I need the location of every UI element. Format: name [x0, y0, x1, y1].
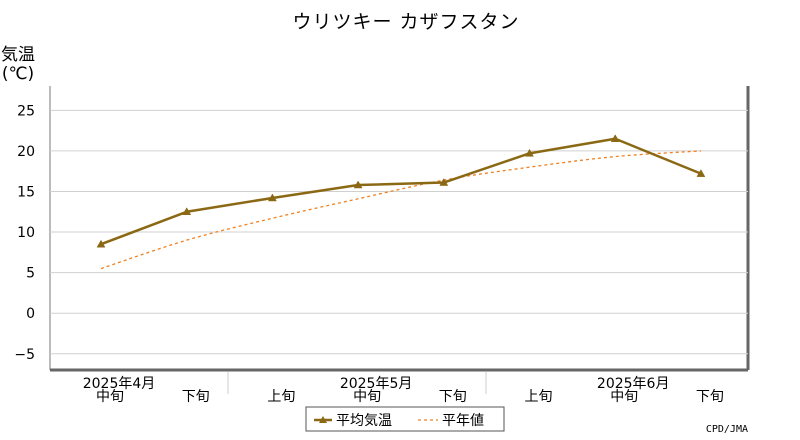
- data-point-average: [525, 148, 534, 157]
- plot-area: [49, 86, 750, 372]
- x-category-label: 下旬: [439, 389, 467, 405]
- data-point-average: [182, 207, 192, 216]
- data-point-average: [696, 169, 706, 177]
- x-category-label: 中旬: [96, 389, 124, 405]
- y-tick-label: 0: [26, 306, 35, 322]
- data-point-average: [267, 193, 277, 202]
- x-month-label: 2025年4月: [83, 376, 156, 392]
- data-point-average: [96, 239, 106, 248]
- y-axis-label-1: 気温: [1, 45, 35, 65]
- y-tick-label: 5: [26, 266, 35, 282]
- data-point-average: [610, 134, 620, 142]
- y-tick-label: 20: [17, 144, 35, 160]
- x-category-label: 上旬: [525, 389, 553, 405]
- series-line-average: [100, 137, 702, 246]
- legend: 平均気温 平年値: [305, 406, 505, 432]
- y-axis-ticks: −5 0 5 10 15 20 25: [14, 103, 35, 362]
- y-axis-label-2: (℃): [2, 64, 34, 84]
- y-tick-label: −5: [14, 347, 35, 363]
- legend-box: [305, 406, 505, 432]
- legend-label-normal: 平年値: [442, 413, 484, 429]
- series-line-normal: [100, 150, 701, 270]
- legend-label-average: 平均気温: [336, 413, 392, 429]
- y-tick-label: 15: [17, 184, 35, 200]
- data-point-average: [353, 180, 363, 189]
- x-category-label: 上旬: [267, 389, 295, 405]
- chart-title: ウリツキー カザフスタン: [292, 11, 519, 33]
- legend-marker-average: [319, 416, 327, 423]
- y-tick-label: 10: [17, 225, 35, 241]
- credit-text: CPD/JMA: [706, 424, 748, 435]
- x-category-label: 中旬: [610, 389, 638, 405]
- x-category-label: 下旬: [182, 389, 210, 405]
- x-category-label: 中旬: [353, 389, 381, 405]
- x-category-label: 下旬: [696, 389, 724, 405]
- grid-lines: [50, 109, 748, 355]
- data-point-average: [439, 178, 449, 186]
- x-month-label: 2025年6月: [597, 376, 670, 392]
- series-group: [96, 134, 706, 270]
- x-month-label: 2025年5月: [340, 376, 413, 392]
- y-tick-label: 25: [17, 103, 35, 119]
